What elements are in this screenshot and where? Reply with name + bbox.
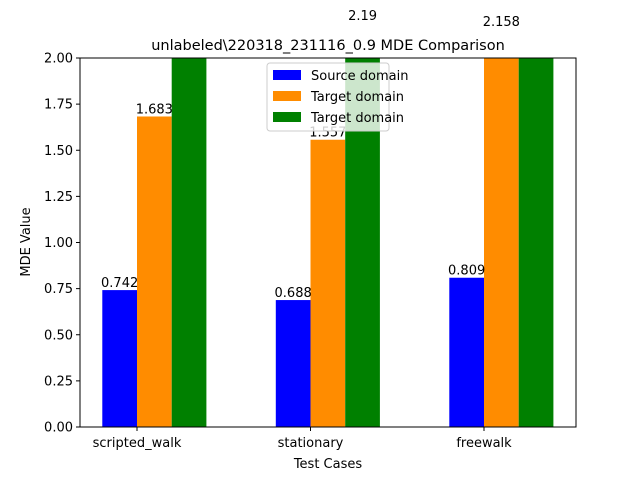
bar <box>137 116 172 427</box>
data-label: 0.809 <box>448 264 485 279</box>
bar <box>484 58 519 427</box>
data-label: 1.683 <box>136 102 173 117</box>
y-tick-label: 1.25 <box>44 190 73 205</box>
legend-swatch <box>273 91 301 101</box>
legend-swatch <box>273 112 301 122</box>
bar <box>310 139 346 427</box>
legend-label: Target domain <box>310 90 404 105</box>
data-label: 2.19 <box>348 9 377 24</box>
bar <box>171 58 207 427</box>
x-tick-label: stationary <box>278 436 344 451</box>
bar <box>449 277 484 427</box>
bar <box>102 290 137 427</box>
chart-title: unlabeled\220318_231116_0.9 MDE Comparis… <box>151 38 505 54</box>
y-tick-label: 1.75 <box>44 98 73 113</box>
data-label: 0.688 <box>275 286 312 301</box>
plot-area <box>102 58 554 427</box>
legend-label: Source domain <box>311 69 408 84</box>
y-tick-label: 2.00 <box>44 52 73 67</box>
legend-label: Target domain <box>310 111 404 126</box>
data-label: 2.158 <box>483 15 520 30</box>
y-tick-label: 0.75 <box>44 282 73 297</box>
legend-swatch <box>273 70 301 80</box>
bar <box>518 58 554 427</box>
y-tick-label: 0.00 <box>44 421 73 436</box>
y-axis-label: MDE Value <box>19 207 34 276</box>
y-tick-label: 0.25 <box>44 374 73 389</box>
y-tick-label: 1.00 <box>44 236 73 251</box>
bar <box>275 300 311 427</box>
y-tick-label: 0.50 <box>44 328 73 343</box>
x-tick-label: scripted_walk <box>93 436 182 451</box>
x-axis-label: Test Cases <box>293 457 363 472</box>
data-label: 0.742 <box>101 276 138 291</box>
y-tick-label: 1.50 <box>44 144 73 159</box>
x-tick-label: freewalk <box>456 436 512 451</box>
